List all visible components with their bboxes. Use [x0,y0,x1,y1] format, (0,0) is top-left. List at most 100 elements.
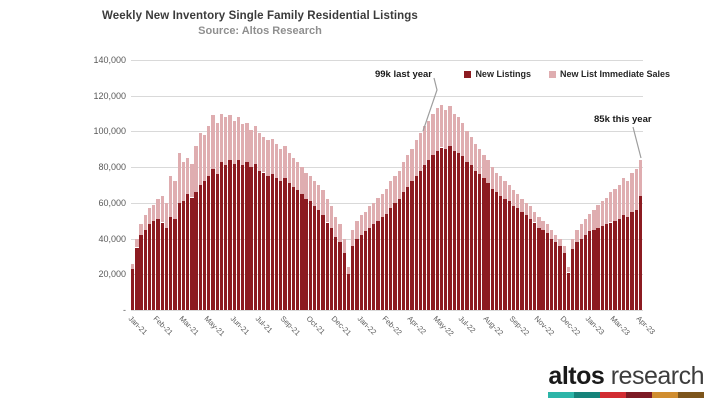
bar-segment-immediate-sales [177,152,181,203]
legend-item: New List Immediate Sales [548,69,670,79]
logo-text-research: research [610,362,705,390]
bar-segment-immediate-sales [617,185,621,219]
gridline [131,167,643,169]
bar-segment-new-listings [376,220,380,310]
bar-segment-new-listings [228,160,232,310]
x-tick-label: Dec-21 [329,314,354,338]
bar-segment-new-listings [262,172,266,310]
bar-segment-new-listings [579,238,583,310]
chart-header: Weekly New Inventory Single Family Resid… [88,10,432,37]
bar-segment-immediate-sales [600,201,604,227]
bar-segment-new-listings [494,192,499,310]
logo-strip-segment [626,392,653,398]
bar-segment-immediate-sales [266,140,270,177]
bar-segment-immediate-sales [401,161,406,193]
bar-segment-immediate-sales [507,185,511,202]
bar-segment-new-listings [638,195,643,310]
bar-segment-new-listings [465,161,469,310]
bar-segment-immediate-sales [545,224,549,234]
legend-label: New Listings [475,69,531,79]
bar-segment-immediate-sales [367,206,372,228]
x-tick-label: Jan-21 [126,314,150,337]
bar-segment-immediate-sales [566,267,571,273]
x-tick-label: Dec-22 [558,314,582,338]
bar-segment-new-listings [418,170,423,310]
bar-segment-new-listings [503,199,507,310]
bar-segment-new-listings [308,201,313,310]
bar-segment-new-listings [164,227,169,310]
bar-segment-immediate-sales [537,217,541,228]
bar-segment-immediate-sales [482,154,486,178]
bar-segment-new-listings [541,229,545,310]
x-tick-label: Oct-21 [304,314,327,337]
bar-segment-immediate-sales [520,199,524,212]
altos-research-logo: altos research [548,362,705,398]
bar-segment-new-listings [194,192,198,310]
bar-segment-new-listings [435,151,439,310]
bar-segment-immediate-sales [558,238,562,246]
bar-segment-immediate-sales [169,176,173,218]
bar-segment-new-listings [287,183,291,310]
bar-segment-immediate-sales [164,202,169,228]
bar-segment-new-listings [473,170,478,310]
bar-segment-immediate-sales [630,172,634,212]
bar-segment-new-listings [329,227,334,310]
bar-segment-immediate-sales [334,217,338,237]
bar-segment-immediate-sales [473,143,478,171]
bar-segment-new-listings [528,218,533,310]
bar-segment-new-listings [300,193,304,310]
bar-segment-immediate-sales [583,218,588,235]
bar-segment-immediate-sales [338,224,342,243]
bar-segment-new-listings [406,186,410,310]
bar-segment-new-listings [321,215,325,310]
bar-segment-new-listings [367,227,372,310]
bar-segment-immediate-sales [249,129,253,168]
bar-segment-new-listings [617,218,621,310]
bar-segment-immediate-sales [173,181,177,219]
x-tick-label: Jun-21 [228,314,251,337]
bar-segment-new-listings [516,208,520,310]
bar-segment-new-listings [444,149,448,310]
bar-segment-immediate-sales [376,197,380,221]
bar-segment-new-listings [190,197,194,310]
bar-segment-immediate-sales [486,160,490,184]
bar-segment-immediate-sales [427,120,431,160]
bar-segment-immediate-sales [579,224,583,239]
bar-segment-immediate-sales [626,181,630,218]
bar-segment-immediate-sales [359,215,363,235]
bar-segment-new-listings [499,195,503,310]
bar-segment-new-listings [609,222,613,310]
bar-segment-new-listings [351,245,355,310]
x-tick-label: Jan-22 [355,314,378,337]
logo-strip-segment [600,392,627,398]
legend-label: New List Immediate Sales [559,69,670,79]
bar-segment-immediate-sales [351,229,355,246]
bar-segment-new-listings [461,156,465,310]
bar-segment-immediate-sales [490,167,494,189]
bar-segment-immediate-sales [215,122,219,175]
legend: New Listings New List Immediate Sales [464,69,670,79]
x-tick-label: Mar-21 [177,314,201,338]
bar-segment-immediate-sales [638,160,643,196]
bar-segment-immediate-sales [270,138,274,175]
bar-segment-new-listings [160,222,164,310]
bar-segment-immediate-sales [241,124,245,166]
bar-segment-immediate-sales [410,149,414,182]
bar-segment-immediate-sales [604,197,609,225]
bar-segment-new-listings [274,177,279,310]
bar-segment-new-listings [363,231,368,310]
bar-segment-immediate-sales [596,204,600,228]
bar-segment-new-listings [490,188,494,310]
bar-segment-new-listings [131,268,135,310]
bar-segment-new-listings [520,211,524,310]
x-tick-label: Feb-22 [380,314,404,338]
bar-segment-immediate-sales [279,149,283,182]
x-tick-label: Sep-22 [507,314,531,338]
gridline [131,60,643,61]
bar-segment-new-listings [558,245,562,310]
bar-segment-immediate-sales [494,172,499,193]
bar-segment-immediate-sales [422,126,427,166]
x-tick-label: Mar-23 [609,314,633,338]
bar-segment-new-listings [143,229,147,310]
bar-segment-immediate-sales [224,117,228,166]
